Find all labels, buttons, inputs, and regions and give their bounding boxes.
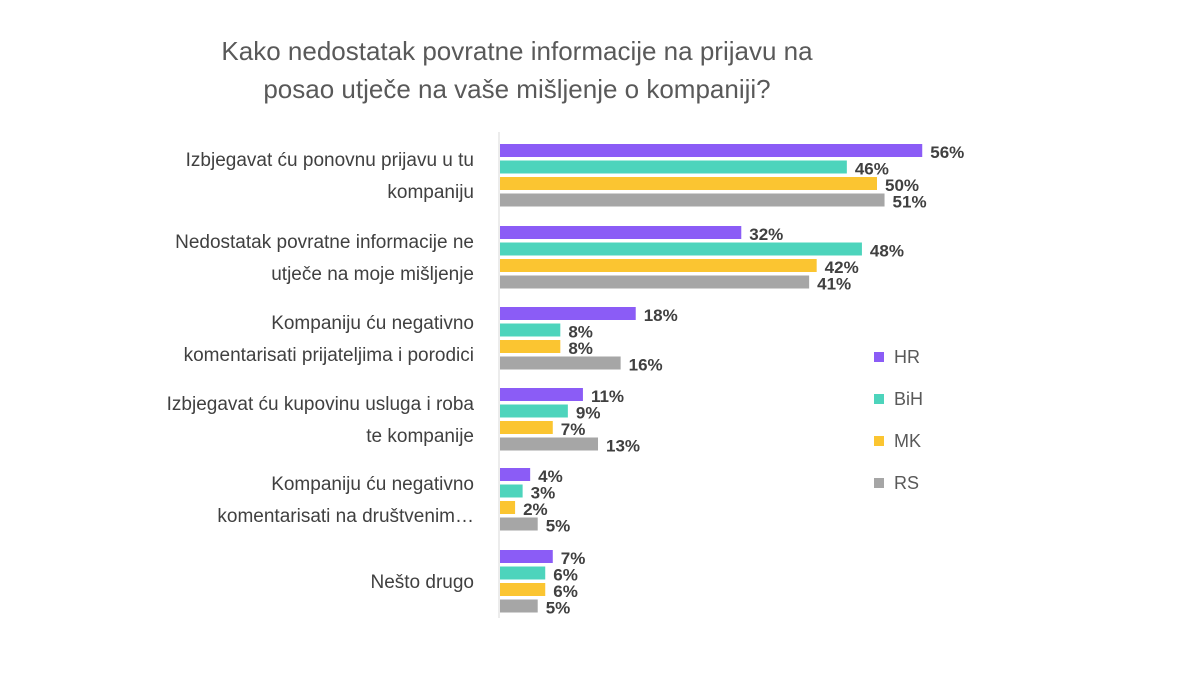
data-label: 46% bbox=[855, 160, 889, 179]
data-label: 32% bbox=[749, 225, 783, 244]
data-label: 11% bbox=[591, 387, 624, 406]
bar-rs bbox=[500, 599, 538, 613]
bar-bih bbox=[500, 242, 862, 256]
data-label: 6% bbox=[553, 566, 578, 585]
category-label: Izbjegavat ću ponovnu prijavu u tu bbox=[186, 150, 474, 171]
chart-title-line: Kako nedostatak povratne informacije na … bbox=[221, 36, 813, 66]
category-label: Nedostatak povratne informacije ne bbox=[175, 232, 474, 253]
data-label: 7% bbox=[561, 549, 586, 568]
data-label: 48% bbox=[870, 242, 904, 261]
data-label: 13% bbox=[606, 437, 640, 456]
bar-bih bbox=[500, 404, 568, 418]
data-label: 50% bbox=[885, 176, 919, 195]
bar-hr bbox=[500, 550, 553, 563]
data-label: 5% bbox=[546, 517, 571, 536]
data-label: 8% bbox=[568, 323, 593, 342]
category-label: Kompaniju ću negativno bbox=[271, 313, 474, 334]
bar-rs bbox=[500, 356, 621, 370]
data-label: 8% bbox=[568, 339, 593, 358]
data-label: 56% bbox=[930, 143, 964, 162]
legend-swatch-bih bbox=[874, 394, 884, 404]
bar-mk bbox=[500, 421, 553, 434]
data-label: 51% bbox=[893, 193, 927, 212]
bar-bih bbox=[500, 160, 847, 174]
legend-label: RS bbox=[894, 473, 919, 493]
bar-mk bbox=[500, 583, 546, 596]
bar-bih bbox=[500, 484, 523, 498]
bar-rs bbox=[500, 275, 810, 289]
legend-label: BiH bbox=[894, 389, 923, 409]
chart-title-line: posao utječe na vaše mišljenje o kompani… bbox=[263, 74, 770, 104]
bar-hr bbox=[500, 307, 636, 320]
bar-mk bbox=[500, 177, 877, 190]
bar-bih bbox=[500, 566, 546, 580]
data-label: 4% bbox=[538, 467, 563, 486]
data-label: 41% bbox=[817, 275, 851, 294]
category-label: Nešto drugo bbox=[370, 572, 474, 593]
data-label: 16% bbox=[629, 356, 663, 375]
bar-hr bbox=[500, 144, 923, 157]
data-label: 42% bbox=[825, 258, 859, 277]
bar-mk bbox=[500, 259, 817, 272]
data-label: 2% bbox=[523, 500, 548, 519]
bar-hr bbox=[500, 468, 531, 481]
legend-swatch-rs bbox=[874, 478, 884, 488]
legend-label: MK bbox=[894, 431, 921, 451]
bar-rs bbox=[500, 517, 538, 531]
data-label: 9% bbox=[576, 404, 601, 423]
data-label: 5% bbox=[546, 599, 571, 618]
category-label: komentarisati prijateljima i porodici bbox=[184, 345, 474, 366]
category-label: Kompaniju ću negativno bbox=[271, 474, 474, 495]
bar-mk bbox=[500, 501, 516, 514]
bar-rs bbox=[500, 437, 599, 451]
category-label: Izbjegavat ću kupovinu usluga i roba bbox=[167, 394, 475, 415]
category-label: kompaniju bbox=[387, 182, 474, 203]
data-label: 18% bbox=[644, 306, 678, 325]
bar-hr bbox=[500, 226, 742, 239]
bar-mk bbox=[500, 340, 561, 353]
legend-label: HR bbox=[894, 347, 920, 367]
category-label: te kompanije bbox=[366, 426, 474, 447]
category-label: komentarisati na društvenim… bbox=[217, 506, 474, 527]
legend-swatch-mk bbox=[874, 436, 884, 446]
category-label: utječe na moje mišljenje bbox=[271, 264, 474, 285]
data-label: 7% bbox=[561, 420, 586, 439]
data-label: 3% bbox=[531, 484, 556, 503]
bar-rs bbox=[500, 193, 885, 207]
bar-hr bbox=[500, 388, 583, 401]
legend-swatch-hr bbox=[874, 352, 884, 362]
bar-bih bbox=[500, 323, 561, 337]
data-label: 6% bbox=[553, 582, 578, 601]
